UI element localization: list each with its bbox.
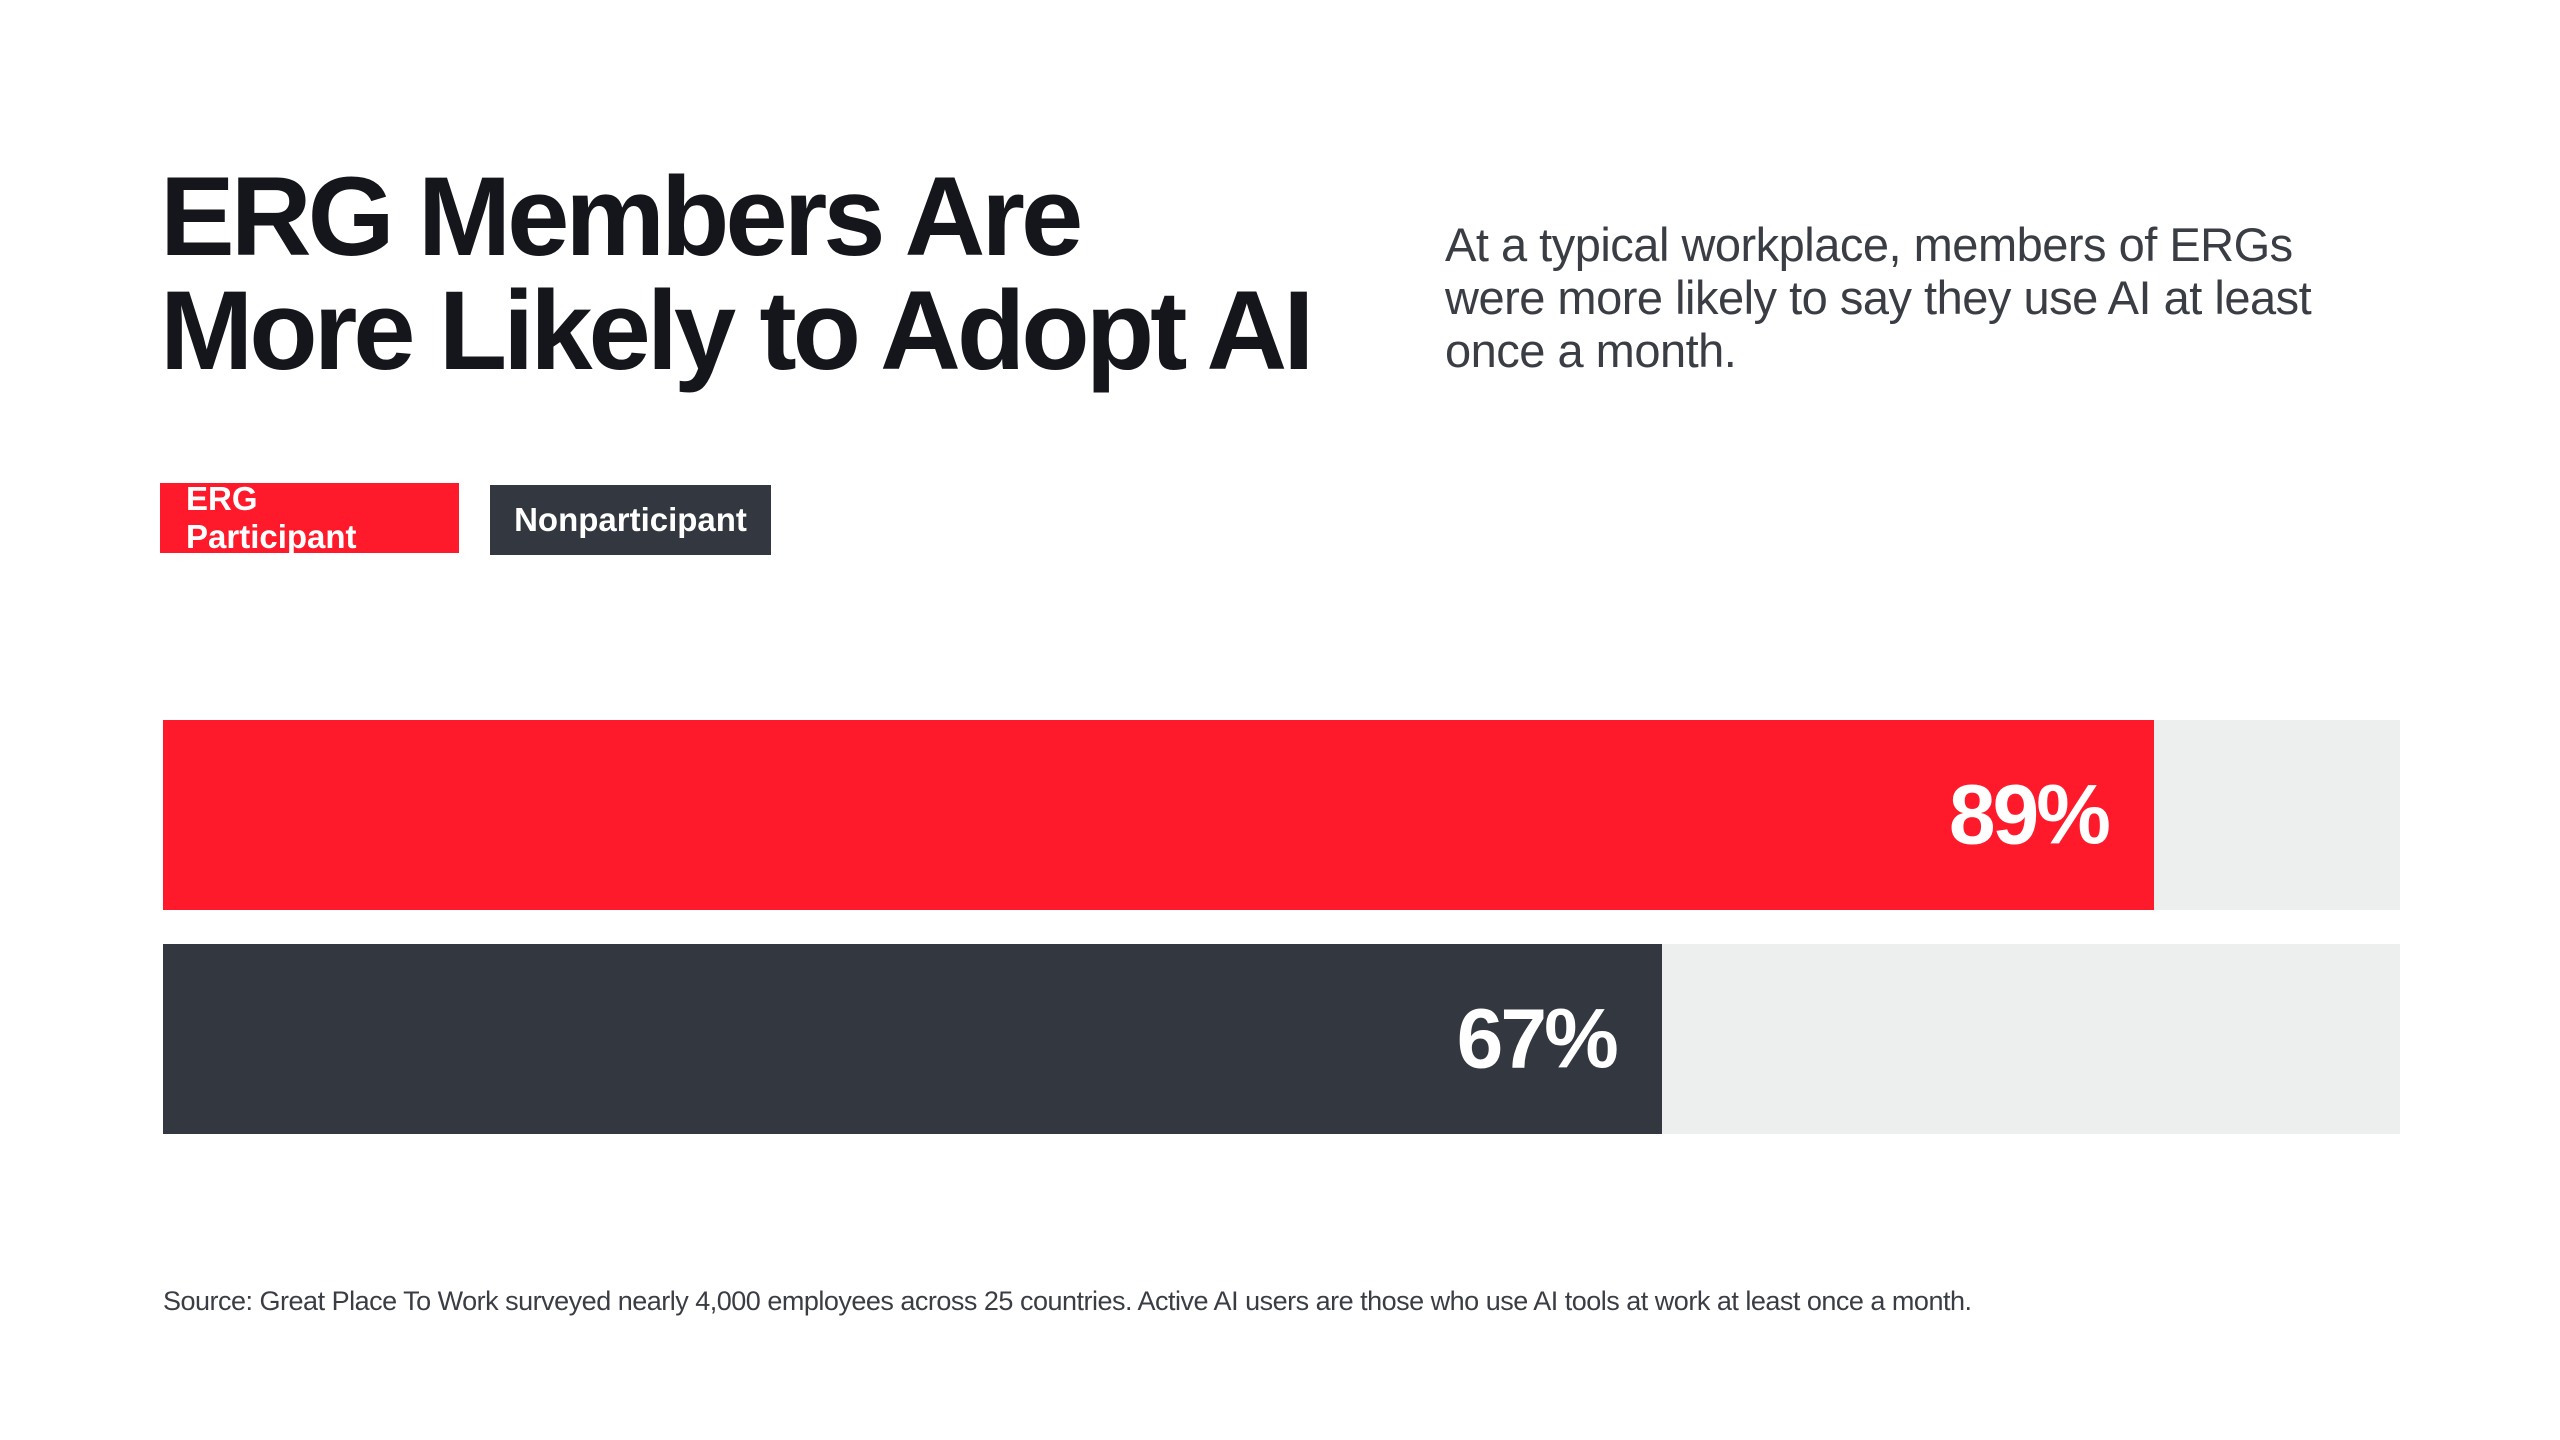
value-label-nonparticipant: 67% [1456,991,1619,1086]
chart-subtitle: At a typical workplace, members of ERGs … [1445,218,2312,377]
bar-nonparticipant [163,944,1662,1134]
bar-erg-participant [163,720,2154,910]
value-label-erg-participant: 89% [1948,767,2111,862]
title-line-2: More Likely to Adopt AI [160,268,1314,393]
bar-track-erg-participant: 89% [163,720,2400,910]
legend-nonparticipant: Nonparticipant [490,485,771,555]
source-note: Source: Great Place To Work surveyed nea… [163,1286,1972,1316]
legend-erg-participant: ERG Participant [160,480,459,555]
bar-track-nonparticipant: 67% [163,944,2400,1134]
title-line-1: ERG Members Are [160,154,1083,279]
chart-title: ERG Members Are More Likely to Adopt AI [160,160,1360,388]
